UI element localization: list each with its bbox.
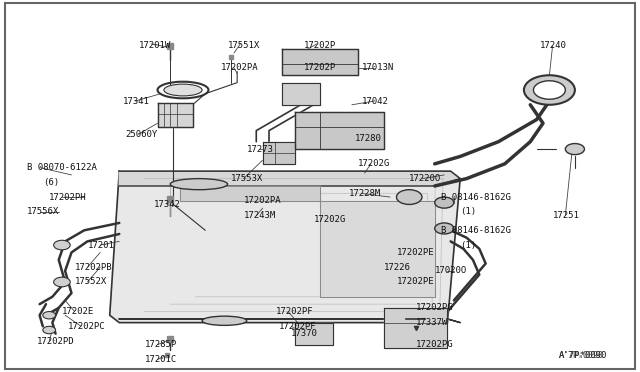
Text: 17202PA: 17202PA: [244, 196, 281, 205]
Text: 17370: 17370: [291, 329, 318, 338]
Text: (6): (6): [43, 178, 59, 187]
Text: 17202PF: 17202PF: [275, 307, 313, 316]
Text: 17202PA: 17202PA: [221, 63, 259, 72]
Polygon shape: [384, 308, 447, 349]
Text: 17202G: 17202G: [358, 159, 390, 169]
Circle shape: [43, 326, 56, 334]
Polygon shape: [109, 171, 460, 323]
Circle shape: [54, 277, 70, 287]
Text: 17342: 17342: [154, 200, 181, 209]
Ellipse shape: [170, 179, 228, 190]
Text: 17243M: 17243M: [244, 211, 276, 220]
Text: 17551X: 17551X: [228, 41, 260, 50]
Text: 17202E: 17202E: [62, 307, 94, 316]
Ellipse shape: [164, 84, 202, 96]
Text: 17240: 17240: [540, 41, 566, 50]
Text: 17202PD: 17202PD: [36, 337, 74, 346]
Text: 17202PG: 17202PG: [415, 340, 453, 349]
Text: A'7Pₐ0090: A'7Pₐ0090: [559, 351, 604, 360]
Text: 17251: 17251: [552, 211, 579, 220]
Text: 17226: 17226: [384, 263, 411, 272]
Circle shape: [565, 144, 584, 155]
Text: 17228M: 17228M: [349, 189, 381, 198]
Text: 17202PE: 17202PE: [396, 248, 434, 257]
Circle shape: [534, 81, 565, 99]
Text: (1): (1): [460, 207, 476, 217]
Text: 17552X: 17552X: [75, 278, 107, 286]
Polygon shape: [282, 83, 320, 105]
Polygon shape: [294, 323, 333, 345]
Text: 17556X: 17556X: [27, 207, 59, 217]
Text: 17202PE: 17202PE: [396, 278, 434, 286]
Circle shape: [396, 190, 422, 205]
Text: B 08146-8162G: B 08146-8162G: [441, 193, 511, 202]
Text: 17202PG: 17202PG: [415, 303, 453, 312]
Text: 17285P: 17285P: [145, 340, 177, 349]
Text: 17337W: 17337W: [415, 318, 448, 327]
Text: 25060Y: 25060Y: [125, 130, 158, 139]
Text: 17013N: 17013N: [362, 63, 394, 72]
Polygon shape: [119, 171, 460, 186]
Ellipse shape: [202, 316, 246, 326]
Text: (1): (1): [460, 241, 476, 250]
Polygon shape: [180, 186, 320, 201]
Text: 17220O: 17220O: [409, 174, 442, 183]
Circle shape: [54, 240, 70, 250]
Circle shape: [43, 311, 56, 319]
Text: 17341: 17341: [122, 97, 149, 106]
Circle shape: [524, 75, 575, 105]
Text: B 08146-8162G: B 08146-8162G: [441, 226, 511, 235]
Text: 17553X: 17553X: [231, 174, 263, 183]
Text: B 08070-6122A: B 08070-6122A: [27, 163, 97, 172]
Polygon shape: [294, 112, 384, 149]
Polygon shape: [320, 201, 435, 297]
Text: 17280: 17280: [355, 134, 382, 142]
Text: 17273: 17273: [246, 145, 273, 154]
Text: 17202PF: 17202PF: [278, 322, 316, 331]
Text: A'7P*0090: A'7P*0090: [559, 351, 607, 360]
Text: 17201W: 17201W: [138, 41, 171, 50]
Polygon shape: [157, 103, 193, 127]
Text: 17202P: 17202P: [304, 41, 336, 50]
Text: 17202PH: 17202PH: [49, 193, 87, 202]
Text: 17020O: 17020O: [435, 266, 467, 275]
Text: 17201: 17201: [88, 241, 115, 250]
Text: 17201C: 17201C: [145, 355, 177, 364]
Text: 17202P: 17202P: [304, 63, 336, 72]
Text: 17042: 17042: [362, 97, 388, 106]
Polygon shape: [282, 49, 358, 75]
Text: 17202G: 17202G: [314, 215, 346, 224]
Polygon shape: [262, 142, 294, 164]
Text: 17202PB: 17202PB: [75, 263, 112, 272]
Text: 17202PC: 17202PC: [68, 322, 106, 331]
Circle shape: [435, 223, 454, 234]
Circle shape: [435, 197, 454, 208]
